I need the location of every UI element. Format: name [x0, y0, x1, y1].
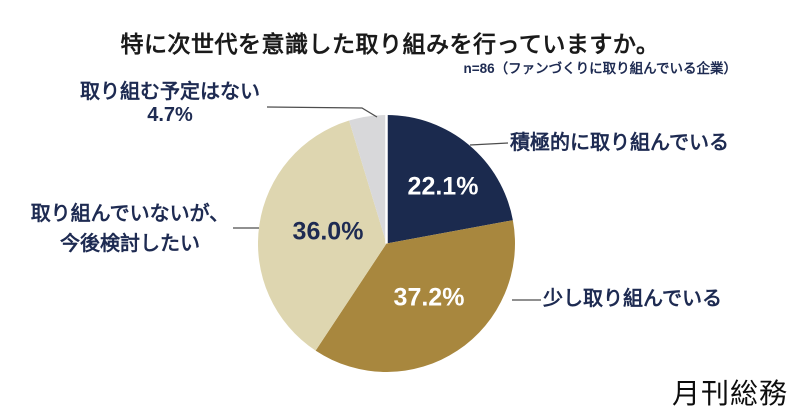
chart-title: 特に次世代を意識した取り組みを行っていますか。 — [120, 31, 660, 57]
callout-considering-line2: 今後検討したい — [60, 233, 200, 255]
pie-slice-3 — [349, 115, 387, 244]
pie-chart-svg — [257, 115, 515, 373]
sample-size-note: n=86（ファンづくりに取り組んでいる企業） — [463, 61, 737, 76]
pie-slice-0 — [386, 115, 513, 244]
pct-label-active: 22.1% — [407, 172, 479, 201]
pie-slice-1 — [315, 220, 515, 373]
callout-no-plan-pct: 4.7% — [147, 104, 193, 126]
pct-label-some: 37.2% — [393, 283, 465, 312]
pct-label-considering: 36.0% — [292, 217, 364, 246]
callout-some: 少し取り組んでいる — [543, 288, 722, 310]
callout-no-plan-label: 取り組む予定はない — [80, 81, 260, 103]
callout-considering: 取り組んでいないが、 今後検討したい — [10, 199, 250, 259]
pie-chart — [257, 115, 515, 373]
callout-considering-line1: 取り組んでいないが、 — [30, 203, 230, 225]
callout-active: 積極的に取り組んでいる — [510, 132, 729, 154]
gekkan-soumu-logo: 月刊総務 — [671, 378, 788, 409]
pie-slice-2 — [257, 120, 387, 351]
callout-no-plan: 取り組む予定はない 4.7% — [40, 81, 300, 127]
